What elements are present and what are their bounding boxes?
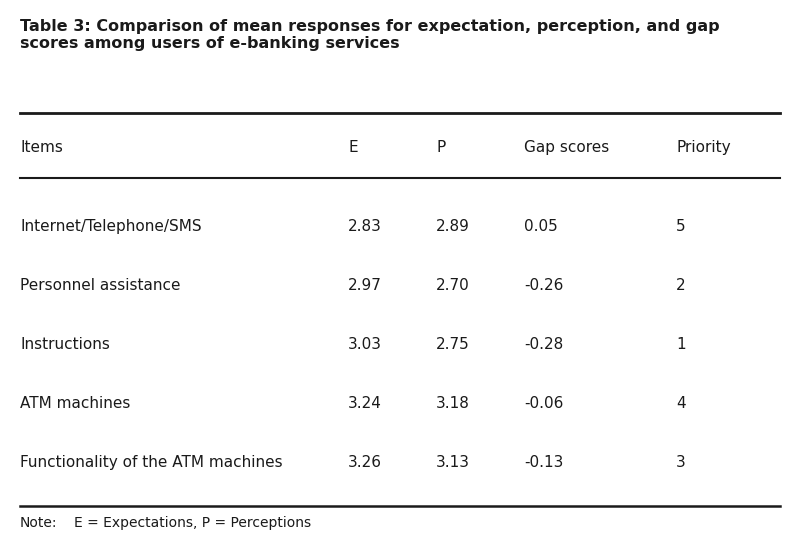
- Text: ATM machines: ATM machines: [20, 396, 130, 411]
- Text: 3: 3: [676, 455, 686, 470]
- Text: Internet/Telephone/SMS: Internet/Telephone/SMS: [20, 219, 202, 234]
- Text: Functionality of the ATM machines: Functionality of the ATM machines: [20, 455, 282, 470]
- Text: P: P: [436, 140, 446, 155]
- Text: E: E: [348, 140, 358, 155]
- Text: 4: 4: [676, 396, 686, 411]
- Text: Items: Items: [20, 140, 63, 155]
- Text: 3.26: 3.26: [348, 455, 382, 470]
- Text: E = Expectations, P = Perceptions: E = Expectations, P = Perceptions: [74, 516, 311, 529]
- Text: 5: 5: [676, 219, 686, 234]
- Text: 2: 2: [676, 278, 686, 293]
- Text: Table 3: Comparison of mean responses for expectation, perception, and gap
score: Table 3: Comparison of mean responses fo…: [20, 19, 720, 51]
- Text: 3.18: 3.18: [436, 396, 470, 411]
- Text: Gap scores: Gap scores: [524, 140, 610, 155]
- Text: -0.28: -0.28: [524, 337, 563, 352]
- Text: Personnel assistance: Personnel assistance: [20, 278, 181, 293]
- Text: 3.13: 3.13: [436, 455, 470, 470]
- Text: 3.03: 3.03: [348, 337, 382, 352]
- Text: -0.13: -0.13: [524, 455, 563, 470]
- Text: Note:: Note:: [20, 516, 58, 529]
- Text: -0.26: -0.26: [524, 278, 563, 293]
- Text: 2.75: 2.75: [436, 337, 470, 352]
- Text: Instructions: Instructions: [20, 337, 110, 352]
- Text: Priority: Priority: [676, 140, 730, 155]
- Text: 2.70: 2.70: [436, 278, 470, 293]
- Text: 2.89: 2.89: [436, 219, 470, 234]
- Text: 0.05: 0.05: [524, 219, 558, 234]
- Text: 1: 1: [676, 337, 686, 352]
- Text: 2.83: 2.83: [348, 219, 382, 234]
- Text: 2.97: 2.97: [348, 278, 382, 293]
- Text: 3.24: 3.24: [348, 396, 382, 411]
- Text: -0.06: -0.06: [524, 396, 563, 411]
